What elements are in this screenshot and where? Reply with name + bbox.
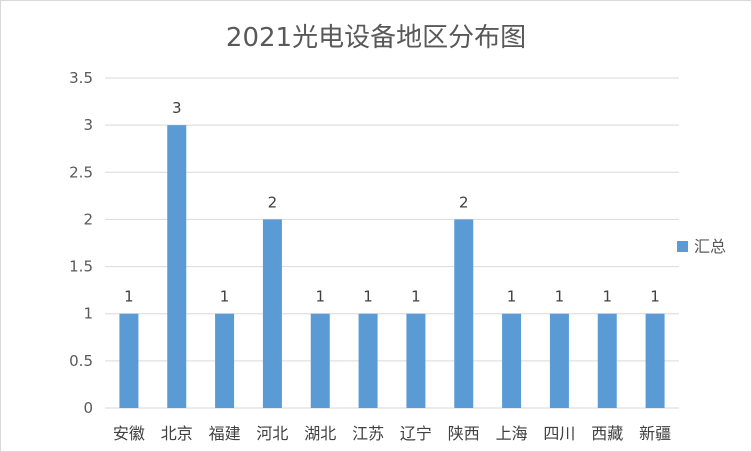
category-label-8: 上海 xyxy=(496,424,528,443)
category-label-10: 西藏 xyxy=(591,424,623,443)
data-label-1: 3 xyxy=(172,99,182,117)
data-label-5: 1 xyxy=(363,288,373,306)
category-label-7: 陕西 xyxy=(448,424,480,443)
category-label-3: 河北 xyxy=(256,424,288,443)
y-tick-label-1: 0.5 xyxy=(69,352,93,370)
data-label-8: 1 xyxy=(507,288,517,306)
data-label-10: 1 xyxy=(602,288,612,306)
bar-10 xyxy=(597,313,617,408)
y-tick-label-4: 2 xyxy=(83,210,93,228)
bar-0 xyxy=(119,313,139,408)
bar-4 xyxy=(310,313,330,408)
data-label-3: 2 xyxy=(268,193,278,211)
data-labels: 1 3 1 2 1 1 1 2 1 1 1 1 xyxy=(124,99,660,306)
category-label-11: 新疆 xyxy=(639,424,671,443)
y-tick-label-6: 3 xyxy=(83,116,93,134)
x-axis-categories: 安徽 北京 福建 河北 湖北 江苏 辽宁 陕西 上海 四川 西藏 新疆 xyxy=(113,424,671,443)
category-label-9: 四川 xyxy=(543,424,575,443)
category-label-1: 北京 xyxy=(161,424,193,443)
data-label-6: 1 xyxy=(411,288,421,306)
y-tick-label-2: 1 xyxy=(83,305,93,323)
y-tick-label-5: 2.5 xyxy=(69,163,93,181)
bar-9 xyxy=(549,313,569,408)
bar-5 xyxy=(358,313,378,408)
bar-6 xyxy=(406,313,426,408)
bar-2 xyxy=(215,313,235,408)
category-label-6: 辽宁 xyxy=(400,424,432,443)
y-tick-label-3: 1.5 xyxy=(69,258,93,276)
legend: 汇总 xyxy=(677,237,726,256)
bars xyxy=(119,125,665,409)
y-tick-label-0: 0 xyxy=(83,399,93,417)
data-label-4: 1 xyxy=(315,288,325,306)
y-axis-ticks: 0 0.5 1 1.5 2 2.5 3 3.5 xyxy=(69,69,93,417)
gridlines xyxy=(105,77,679,409)
legend-label: 汇总 xyxy=(694,237,726,256)
y-tick-label-7: 3.5 xyxy=(69,69,93,87)
bar-1 xyxy=(167,125,187,409)
data-label-7: 2 xyxy=(459,193,469,211)
category-label-0: 安徽 xyxy=(113,424,145,443)
bar-8 xyxy=(502,313,522,408)
category-label-5: 江苏 xyxy=(352,424,384,443)
chart-title: 2021光电设备地区分布图 xyxy=(226,23,526,53)
bar-11 xyxy=(645,313,665,408)
bar-7 xyxy=(454,219,474,408)
data-label-11: 1 xyxy=(650,288,660,306)
legend-swatch xyxy=(677,241,688,252)
category-label-4: 湖北 xyxy=(304,424,336,443)
category-label-2: 福建 xyxy=(209,424,241,443)
data-label-9: 1 xyxy=(555,288,565,306)
data-label-2: 1 xyxy=(220,288,230,306)
bar-3 xyxy=(262,219,282,408)
data-label-0: 1 xyxy=(124,288,134,306)
